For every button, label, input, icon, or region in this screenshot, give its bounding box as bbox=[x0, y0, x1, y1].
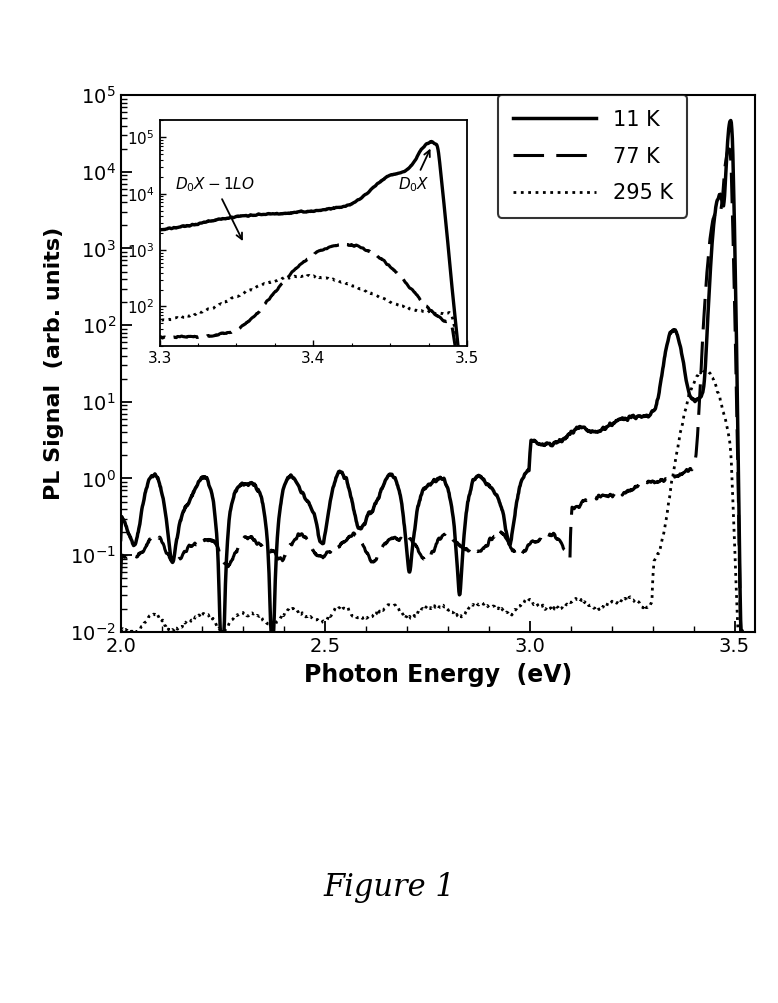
77 K bbox=[221, 558, 230, 570]
Text: $D_0X$: $D_0X$ bbox=[398, 150, 429, 194]
77 K bbox=[325, 547, 335, 559]
11 K bbox=[386, 468, 395, 480]
295 K bbox=[700, 365, 710, 377]
Legend: 11 K, 77 K, 295 K: 11 K, 77 K, 295 K bbox=[498, 95, 687, 218]
11 K bbox=[116, 534, 125, 546]
Line: 77 K: 77 K bbox=[121, 149, 742, 708]
77 K bbox=[116, 573, 125, 585]
77 K bbox=[456, 540, 465, 552]
Text: $D_0X - 1LO$: $D_0X - 1LO$ bbox=[175, 176, 254, 240]
11 K bbox=[325, 495, 335, 508]
11 K bbox=[738, 634, 747, 646]
11 K bbox=[443, 481, 452, 493]
295 K bbox=[325, 611, 335, 623]
Text: Figure 1: Figure 1 bbox=[323, 873, 455, 903]
295 K bbox=[116, 647, 125, 659]
X-axis label: Photon Energy  (eV): Photon Energy (eV) bbox=[303, 663, 572, 687]
Line: 295 K: 295 K bbox=[121, 371, 742, 655]
295 K bbox=[386, 599, 395, 611]
295 K bbox=[221, 624, 230, 636]
295 K bbox=[443, 604, 452, 616]
11 K bbox=[198, 472, 208, 484]
Y-axis label: PL Signal  (arb. units): PL Signal (arb. units) bbox=[44, 227, 65, 500]
11 K bbox=[456, 583, 465, 595]
77 K bbox=[738, 702, 747, 714]
295 K bbox=[198, 608, 208, 620]
77 K bbox=[386, 533, 395, 545]
77 K bbox=[198, 536, 208, 548]
11 K bbox=[726, 114, 735, 126]
11 K bbox=[221, 578, 230, 590]
295 K bbox=[738, 649, 747, 661]
Line: 11 K: 11 K bbox=[121, 120, 742, 640]
77 K bbox=[724, 143, 733, 155]
295 K bbox=[456, 610, 465, 622]
77 K bbox=[443, 528, 452, 540]
